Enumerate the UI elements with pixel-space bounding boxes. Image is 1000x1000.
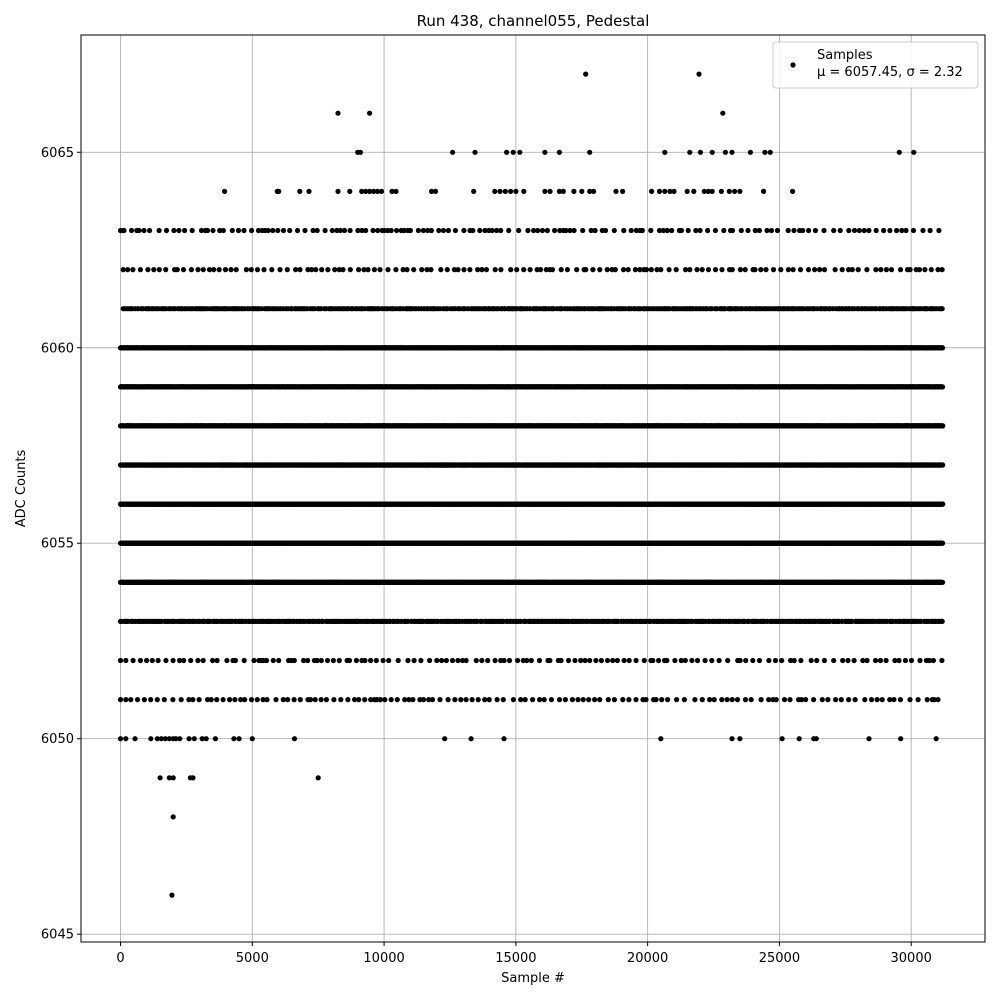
data-points — [117, 71, 946, 898]
grid — [81, 35, 985, 942]
data-point — [940, 540, 946, 546]
data-point — [940, 579, 946, 585]
